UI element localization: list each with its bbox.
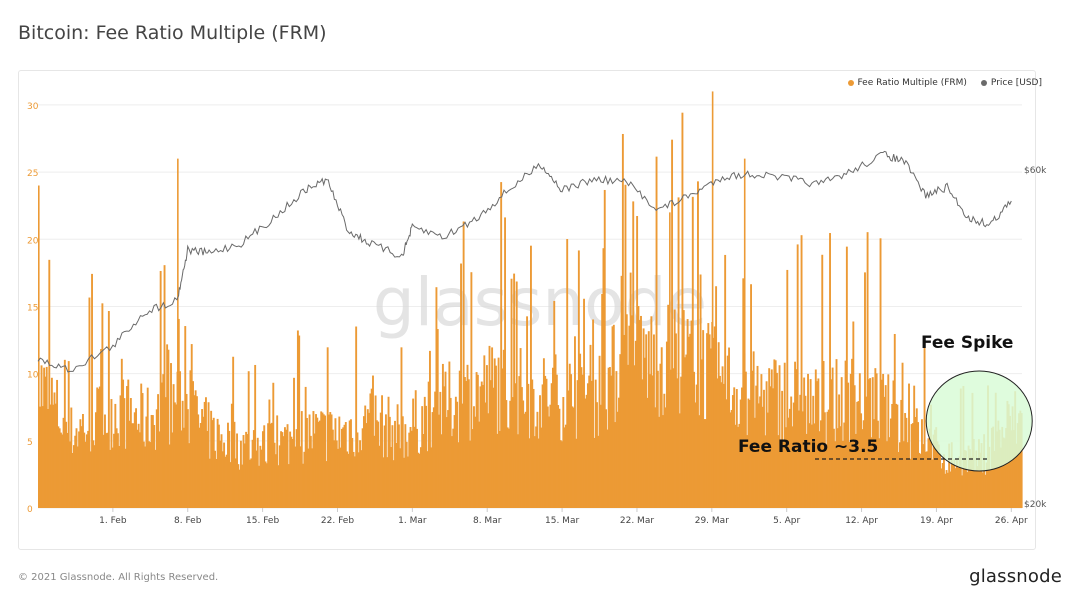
footer-copyright: © 2021 Glassnode. All Rights Reserved. <box>18 572 219 583</box>
chart-legend: Fee Ratio Multiple (FRM) Price [USD] <box>847 78 1042 88</box>
legend-label-price: Price [USD] <box>990 78 1042 88</box>
legend-dot-frm <box>847 80 854 86</box>
legend-dot-price <box>980 80 987 86</box>
chart-frame <box>18 70 1036 550</box>
footer-brand-logo: glassnode <box>969 566 1062 587</box>
legend-item-frm[interactable]: Fee Ratio Multiple (FRM) <box>847 78 967 88</box>
page-title: Bitcoin: Fee Ratio Multiple (FRM) <box>18 22 327 44</box>
legend-label-frm: Fee Ratio Multiple (FRM) <box>857 78 967 88</box>
legend-item-price[interactable]: Price [USD] <box>980 78 1042 88</box>
